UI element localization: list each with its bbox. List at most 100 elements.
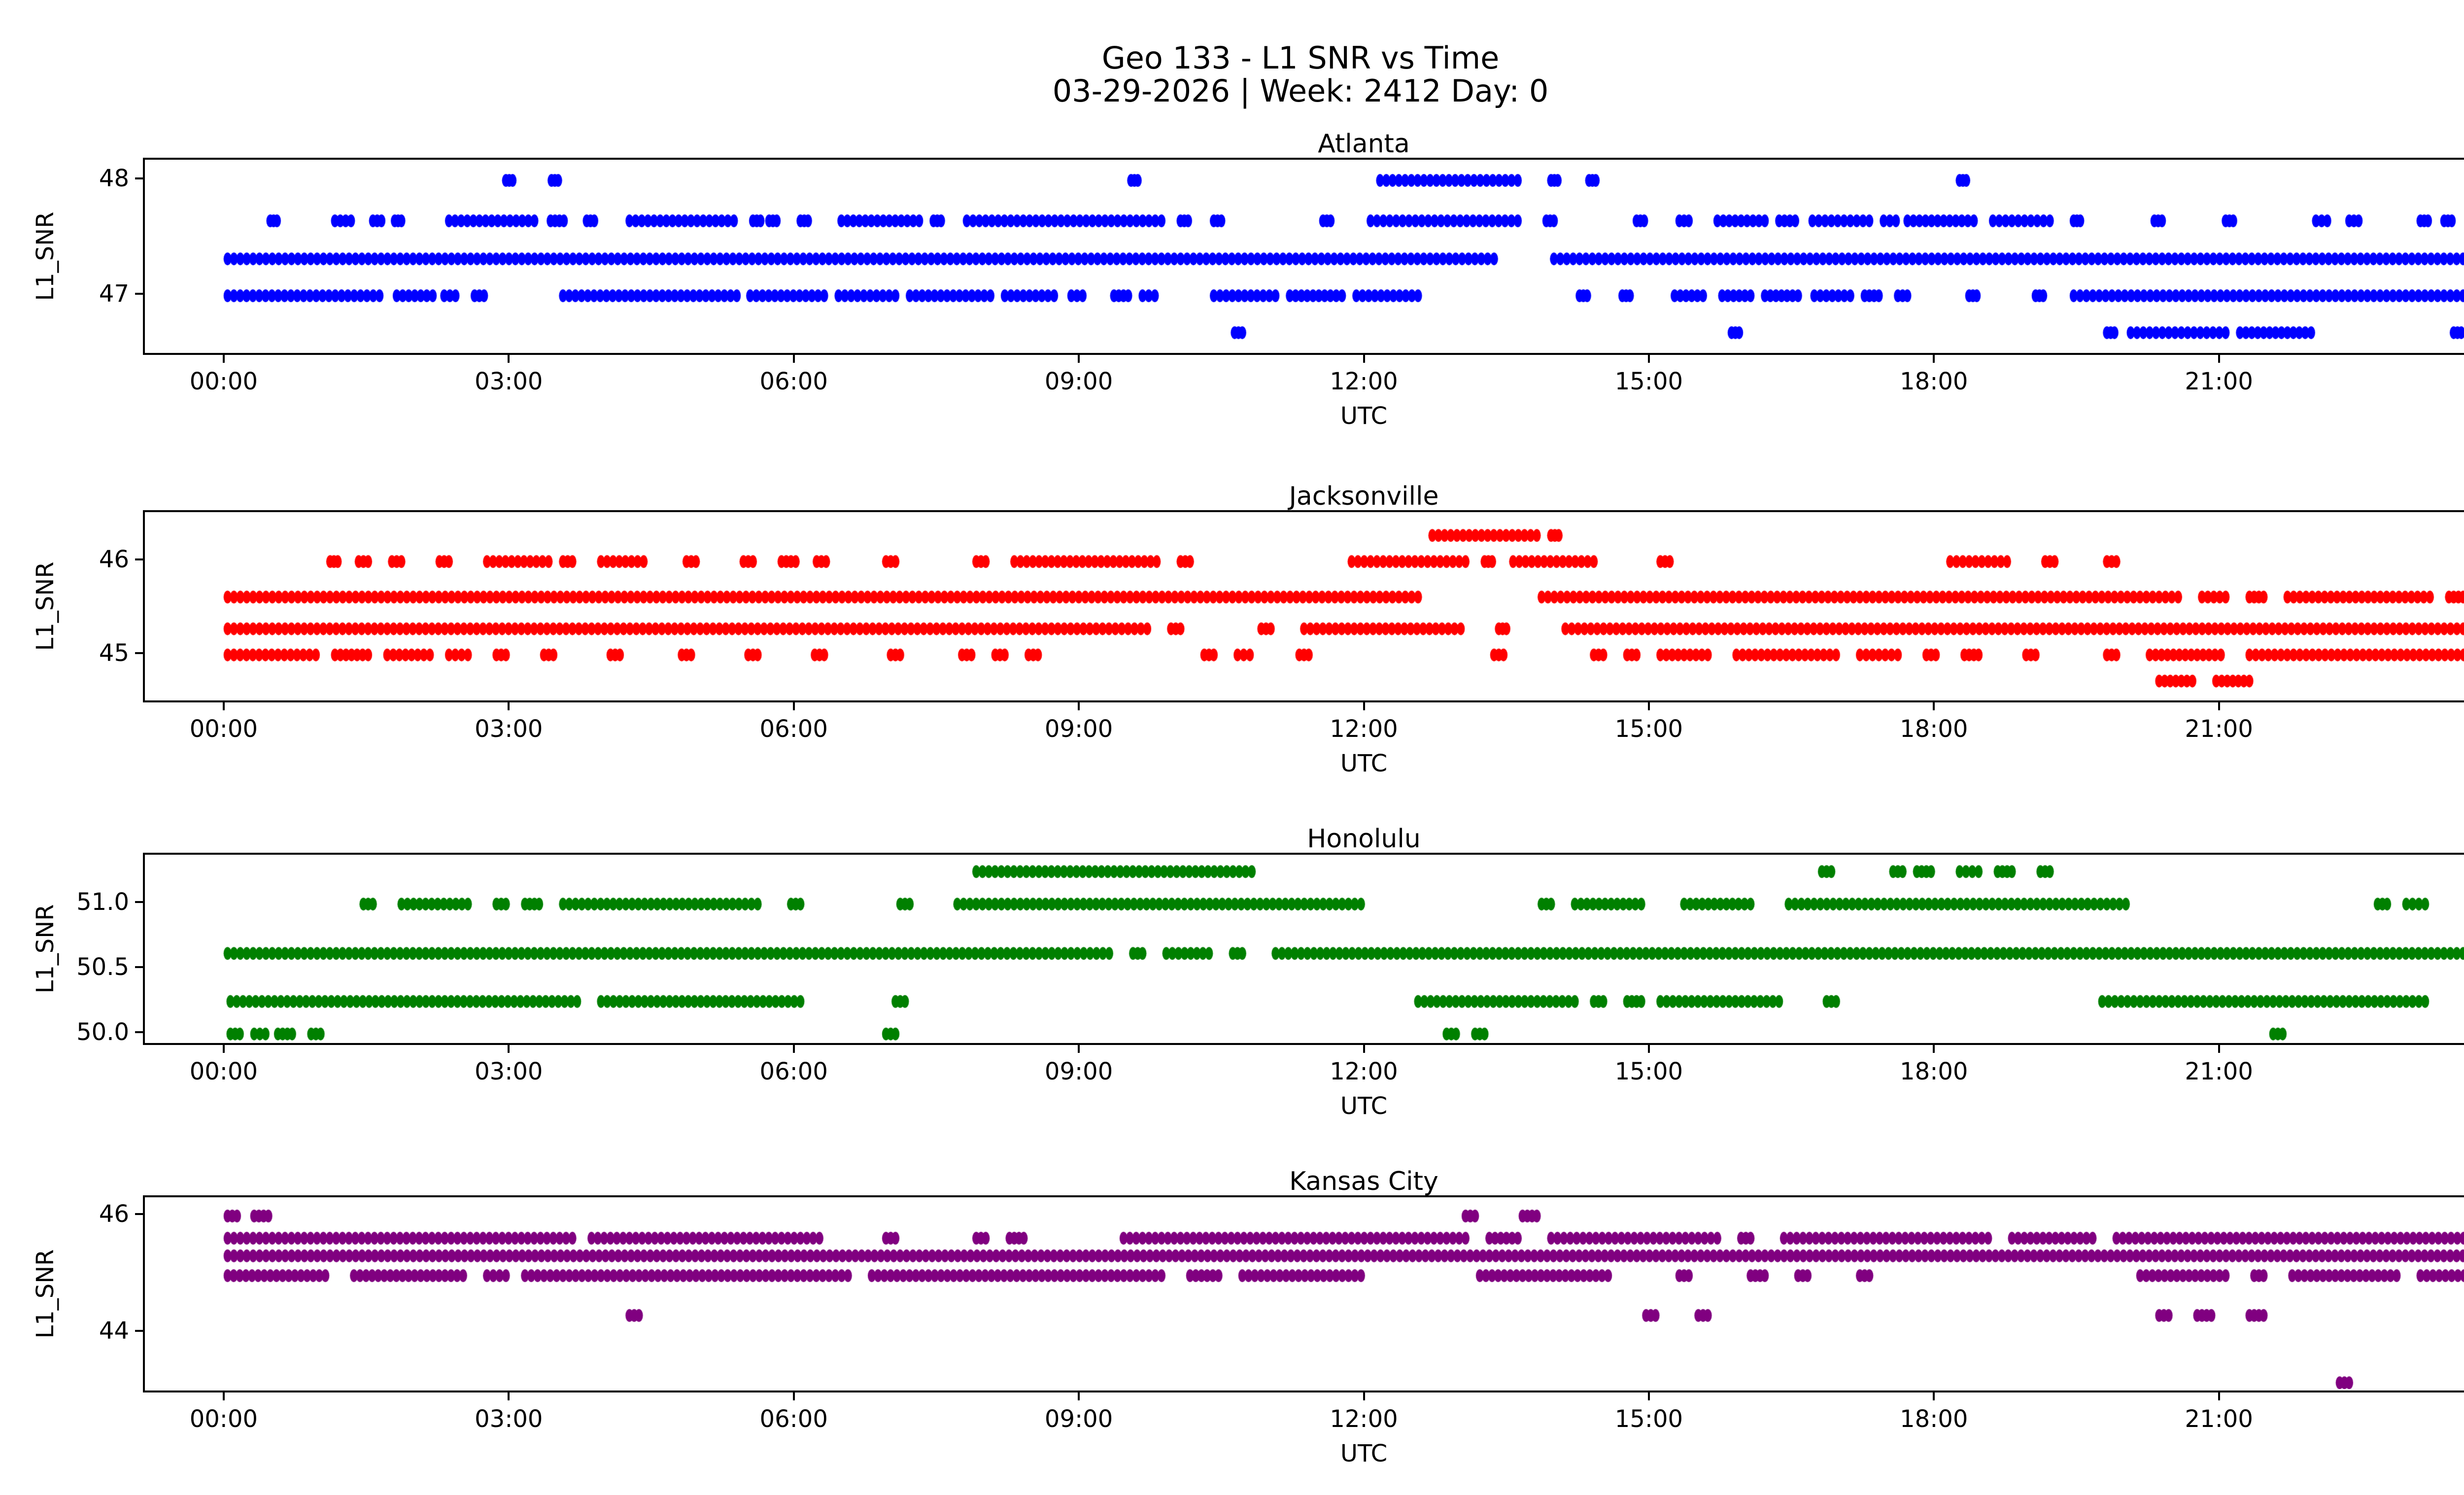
x-tick-label: 18:00 — [1900, 368, 1968, 395]
x-tick-label: 00:00 — [189, 1405, 258, 1433]
x-tick-mark — [508, 1392, 510, 1400]
y-tick-mark — [135, 966, 143, 968]
y-tick-mark — [135, 1031, 143, 1033]
x-axis-label: UTC — [1340, 402, 1388, 430]
x-tick-mark — [1647, 702, 1650, 710]
y-tick-mark — [135, 652, 143, 654]
x-tick-label: 00:00 — [189, 368, 258, 395]
subplot-title: Jacksonville — [1289, 482, 1439, 511]
x-tick-mark — [508, 1045, 510, 1053]
x-tick-label: 21:00 — [2185, 1058, 2253, 1085]
x-tick-mark — [222, 1392, 225, 1400]
x-tick-label: 18:00 — [1900, 715, 1968, 743]
x-tick-label: 15:00 — [1614, 368, 1683, 395]
x-tick-label: 12:00 — [1330, 1058, 1398, 1085]
y-tick-mark — [135, 1213, 143, 1215]
y-tick-label: 48 — [99, 165, 129, 193]
x-tick-label: 21:00 — [2185, 368, 2253, 395]
x-tick-mark — [508, 702, 510, 710]
scatter-canvas — [145, 855, 2464, 1043]
x-tick-label: 09:00 — [1044, 715, 1113, 743]
x-tick-mark — [1363, 702, 1365, 710]
x-tick-label: 06:00 — [759, 1405, 828, 1433]
y-tick-mark — [135, 1330, 143, 1332]
plot-area — [143, 158, 2464, 355]
plot-area — [143, 853, 2464, 1045]
x-tick-label: 03:00 — [475, 715, 543, 743]
x-tick-label: 21:00 — [2185, 715, 2253, 743]
x-tick-label: 06:00 — [759, 715, 828, 743]
y-tick-label: 44 — [99, 1317, 129, 1345]
y-axis-label: L1_SNR — [32, 561, 59, 651]
x-tick-label: 15:00 — [1614, 1058, 1683, 1085]
x-tick-mark — [2218, 1045, 2220, 1053]
y-tick-mark — [135, 177, 143, 180]
x-tick-mark — [222, 702, 225, 710]
x-tick-mark — [1078, 355, 1080, 363]
x-tick-label: 15:00 — [1614, 715, 1683, 743]
x-tick-mark — [792, 702, 795, 710]
figure-title: Geo 133 - L1 SNR vs Time 03-29-2026 | We… — [0, 9, 2464, 141]
y-tick-label: 47 — [99, 280, 129, 308]
x-tick-mark — [1933, 1045, 1935, 1053]
x-tick-mark — [2218, 702, 2220, 710]
x-axis-label: UTC — [1340, 1092, 1388, 1120]
x-tick-mark — [1363, 1392, 1365, 1400]
x-tick-mark — [1363, 1045, 1365, 1053]
x-tick-mark — [1933, 702, 1935, 710]
x-tick-mark — [1078, 1392, 1080, 1400]
x-tick-label: 03:00 — [475, 1058, 543, 1085]
y-tick-mark — [135, 558, 143, 561]
scatter-canvas — [145, 512, 2464, 700]
x-tick-mark — [1078, 702, 1080, 710]
y-tick-label: 46 — [99, 1200, 129, 1228]
x-tick-mark — [792, 1392, 795, 1400]
y-tick-label: 50.5 — [76, 953, 129, 981]
figure-title-line2: 03-29-2026 | Week: 2412 Day: 0 — [1052, 72, 1549, 109]
x-tick-label: 09:00 — [1044, 368, 1113, 395]
x-tick-label: 12:00 — [1330, 1405, 1398, 1433]
scatter-canvas — [145, 160, 2464, 353]
y-axis-label: L1_SNR — [32, 904, 59, 994]
y-tick-mark — [135, 901, 143, 904]
x-tick-mark — [222, 355, 225, 363]
x-tick-label: 12:00 — [1330, 715, 1398, 743]
x-tick-mark — [1933, 355, 1935, 363]
x-tick-label: 03:00 — [475, 368, 543, 395]
x-tick-mark — [1933, 1392, 1935, 1400]
y-tick-label: 50.0 — [76, 1018, 129, 1046]
x-tick-label: 00:00 — [189, 1058, 258, 1085]
y-tick-label: 46 — [99, 546, 129, 574]
x-tick-label: 18:00 — [1900, 1058, 1968, 1085]
x-tick-label: 18:00 — [1900, 1405, 1968, 1433]
x-tick-label: 06:00 — [759, 368, 828, 395]
x-tick-label: 09:00 — [1044, 1058, 1113, 1085]
x-axis-label: UTC — [1340, 1440, 1388, 1467]
x-tick-mark — [792, 355, 795, 363]
x-axis-label: UTC — [1340, 750, 1388, 777]
x-tick-label: 12:00 — [1330, 368, 1398, 395]
y-tick-mark — [135, 293, 143, 295]
x-tick-label: 06:00 — [759, 1058, 828, 1085]
x-tick-label: 00:00 — [189, 715, 258, 743]
y-axis-label: L1_SNR — [32, 1249, 59, 1339]
subplot-title: Kansas City — [1289, 1167, 1438, 1196]
plot-area — [143, 1195, 2464, 1392]
subplot-title: Atlanta — [1318, 129, 1410, 159]
x-tick-mark — [2218, 1392, 2220, 1400]
x-tick-mark — [1647, 1045, 1650, 1053]
x-tick-mark — [1363, 355, 1365, 363]
x-tick-mark — [222, 1045, 225, 1053]
x-tick-mark — [2218, 355, 2220, 363]
y-axis-label: L1_SNR — [32, 211, 59, 301]
y-tick-label: 51.0 — [76, 888, 129, 916]
plot-area — [143, 510, 2464, 702]
subplot-title: Honolulu — [1307, 824, 1421, 854]
x-tick-label: 09:00 — [1044, 1405, 1113, 1433]
x-tick-mark — [1647, 1392, 1650, 1400]
x-tick-label: 03:00 — [475, 1405, 543, 1433]
scatter-canvas — [145, 1197, 2464, 1391]
x-tick-mark — [792, 1045, 795, 1053]
x-tick-mark — [1647, 355, 1650, 363]
